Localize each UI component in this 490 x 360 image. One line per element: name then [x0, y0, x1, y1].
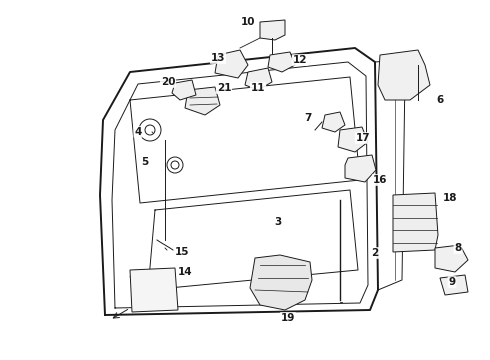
Polygon shape	[435, 245, 468, 272]
Text: 10: 10	[241, 17, 255, 27]
Polygon shape	[393, 193, 438, 252]
Polygon shape	[268, 52, 295, 72]
Polygon shape	[185, 87, 220, 115]
Text: 19: 19	[281, 313, 295, 323]
Text: 4: 4	[134, 127, 142, 137]
Text: 14: 14	[178, 267, 192, 277]
Polygon shape	[250, 255, 312, 310]
Polygon shape	[378, 50, 430, 100]
Text: 2: 2	[371, 248, 379, 258]
Polygon shape	[215, 50, 248, 78]
Polygon shape	[172, 80, 196, 100]
Polygon shape	[440, 275, 468, 295]
Text: 12: 12	[293, 55, 307, 65]
Text: 3: 3	[274, 217, 282, 227]
Polygon shape	[130, 268, 178, 312]
Text: 21: 21	[217, 83, 231, 93]
Text: 8: 8	[454, 243, 462, 253]
Text: 11: 11	[251, 83, 265, 93]
Text: 7: 7	[304, 113, 312, 123]
Text: 17: 17	[356, 133, 370, 143]
Text: 6: 6	[437, 95, 443, 105]
Polygon shape	[338, 127, 368, 152]
Text: 20: 20	[161, 77, 175, 87]
Text: 18: 18	[443, 193, 457, 203]
Text: 15: 15	[175, 247, 189, 257]
Text: 5: 5	[142, 157, 148, 167]
Text: 13: 13	[211, 53, 225, 63]
Text: 9: 9	[448, 277, 456, 287]
Polygon shape	[322, 112, 345, 132]
Text: 16: 16	[373, 175, 387, 185]
Polygon shape	[260, 20, 285, 40]
Polygon shape	[245, 68, 272, 90]
Polygon shape	[345, 155, 376, 182]
